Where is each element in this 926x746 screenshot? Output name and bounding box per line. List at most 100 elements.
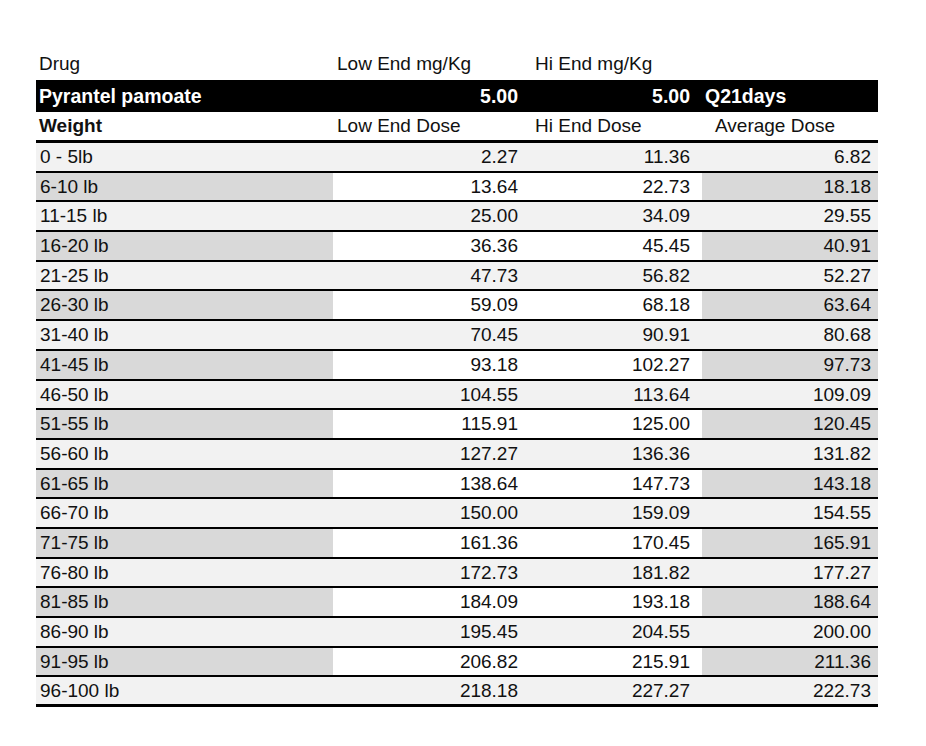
hi-end-dose-cell: 147.73: [527, 470, 702, 498]
average-dose-cell: 80.68: [702, 321, 878, 349]
table-row: 31-40 lb 70.45 90.91 80.68: [36, 321, 878, 351]
weight-cell: 46-50 lb: [36, 381, 333, 409]
average-dose-cell: 222.73: [702, 677, 878, 704]
weight-cell: 96-100 lb: [36, 677, 333, 704]
hi-end-mgkg-value: 5.00: [527, 80, 702, 112]
low-end-dose-cell: 138.64: [333, 470, 527, 498]
hi-end-dose-cell: 227.27: [527, 677, 702, 704]
hi-end-dose-header: Hi End Dose: [527, 112, 702, 140]
weight-cell: 16-20 lb: [36, 232, 333, 260]
low-end-dose-cell: 115.91: [333, 410, 527, 438]
average-dose-cell: 52.27: [702, 262, 878, 290]
weight-cell: 61-65 lb: [36, 470, 333, 498]
average-dose-header: Average Dose: [702, 112, 878, 140]
low-end-dose-cell: 36.36: [333, 232, 527, 260]
low-end-dose-header: Low End Dose: [333, 112, 527, 140]
average-dose-cell: 200.00: [702, 618, 878, 646]
drug-column-header: Drug: [36, 48, 333, 80]
dosing-frequency: Q21days: [702, 80, 878, 112]
hi-end-dose-cell: 45.45: [527, 232, 702, 260]
low-end-dose-cell: 195.45: [333, 618, 527, 646]
low-end-dose-cell: 2.27: [333, 143, 527, 171]
dose-table-body: 0 - 5lb 2.27 11.36 6.82 6-10 lb 13.64 22…: [36, 143, 878, 707]
hi-end-dose-cell: 136.36: [527, 440, 702, 468]
weight-cell: 71-75 lb: [36, 529, 333, 557]
table-row: 61-65 lb 138.64 147.73 143.18: [36, 470, 878, 500]
low-end-dose-cell: 206.82: [333, 648, 527, 676]
weight-cell: 81-85 lb: [36, 588, 333, 616]
hi-end-dose-cell: 90.91: [527, 321, 702, 349]
hi-end-dose-cell: 11.36: [527, 143, 702, 171]
weight-cell: 21-25 lb: [36, 262, 333, 290]
hi-end-dose-cell: 125.00: [527, 410, 702, 438]
low-end-dose-cell: 59.09: [333, 291, 527, 319]
weight-cell: 0 - 5lb: [36, 143, 333, 171]
low-end-dose-cell: 25.00: [333, 202, 527, 230]
drug-band-row: Pyrantel pamoate 5.00 5.00 Q21days: [36, 80, 878, 112]
weight-cell: 26-30 lb: [36, 291, 333, 319]
low-end-dose-cell: 70.45: [333, 321, 527, 349]
average-dose-cell: 6.82: [702, 143, 878, 171]
low-end-mgkg-header: Low End mg/Kg: [333, 48, 527, 80]
average-dose-cell: 131.82: [702, 440, 878, 468]
hi-end-dose-cell: 181.82: [527, 559, 702, 587]
table-row: 21-25 lb 47.73 56.82 52.27: [36, 262, 878, 292]
low-end-dose-cell: 172.73: [333, 559, 527, 587]
table-row: 51-55 lb 115.91 125.00 120.45: [36, 410, 878, 440]
hi-end-dose-cell: 204.55: [527, 618, 702, 646]
low-end-dose-cell: 104.55: [333, 381, 527, 409]
hi-end-dose-cell: 193.18: [527, 588, 702, 616]
weight-cell: 31-40 lb: [36, 321, 333, 349]
hi-end-dose-cell: 170.45: [527, 529, 702, 557]
low-end-dose-cell: 13.64: [333, 173, 527, 201]
table-row: 91-95 lb 206.82 215.91 211.36: [36, 648, 878, 678]
average-dose-cell: 40.91: [702, 232, 878, 260]
hi-end-dose-cell: 159.09: [527, 499, 702, 527]
low-end-dose-cell: 184.09: [333, 588, 527, 616]
drug-name: Pyrantel pamoate: [36, 80, 333, 112]
average-dose-cell: 143.18: [702, 470, 878, 498]
weight-cell: 11-15 lb: [36, 202, 333, 230]
table-row: 0 - 5lb 2.27 11.36 6.82: [36, 143, 878, 173]
low-end-mgkg-value: 5.00: [333, 80, 527, 112]
hi-end-dose-cell: 34.09: [527, 202, 702, 230]
low-end-dose-cell: 93.18: [333, 351, 527, 379]
average-dose-cell: 211.36: [702, 648, 878, 676]
average-dose-cell: 165.91: [702, 529, 878, 557]
average-dose-cell: 97.73: [702, 351, 878, 379]
hi-end-dose-cell: 22.73: [527, 173, 702, 201]
drug-header-row: Drug Low End mg/Kg Hi End mg/Kg: [36, 48, 878, 80]
table-row: 71-75 lb 161.36 170.45 165.91: [36, 529, 878, 559]
average-dose-cell: 120.45: [702, 410, 878, 438]
weight-cell: 6-10 lb: [36, 173, 333, 201]
weight-cell: 41-45 lb: [36, 351, 333, 379]
weight-cell: 56-60 lb: [36, 440, 333, 468]
table-row: 16-20 lb 36.36 45.45 40.91: [36, 232, 878, 262]
low-end-dose-cell: 161.36: [333, 529, 527, 557]
hi-end-mgkg-header: Hi End mg/Kg: [527, 48, 702, 80]
weight-cell: 76-80 lb: [36, 559, 333, 587]
low-end-dose-cell: 47.73: [333, 262, 527, 290]
table-row: 86-90 lb 195.45 204.55 200.00: [36, 618, 878, 648]
weight-column-header: Weight: [36, 112, 333, 140]
table-row: 81-85 lb 184.09 193.18 188.64: [36, 588, 878, 618]
table-row: 96-100 lb 218.18 227.27 222.73: [36, 677, 878, 707]
table-row: 56-60 lb 127.27 136.36 131.82: [36, 440, 878, 470]
hi-end-dose-cell: 102.27: [527, 351, 702, 379]
average-dose-cell: 177.27: [702, 559, 878, 587]
drug-header-spacer: [702, 48, 878, 80]
hi-end-dose-cell: 113.64: [527, 381, 702, 409]
average-dose-cell: 63.64: [702, 291, 878, 319]
hi-end-dose-cell: 56.82: [527, 262, 702, 290]
average-dose-cell: 18.18: [702, 173, 878, 201]
weight-cell: 86-90 lb: [36, 618, 333, 646]
average-dose-cell: 188.64: [702, 588, 878, 616]
weight-cell: 66-70 lb: [36, 499, 333, 527]
table-row: 76-80 lb 172.73 181.82 177.27: [36, 559, 878, 589]
low-end-dose-cell: 127.27: [333, 440, 527, 468]
dosing-table: Drug Low End mg/Kg Hi End mg/Kg Pyrantel…: [36, 48, 878, 707]
table-row: 26-30 lb 59.09 68.18 63.64: [36, 291, 878, 321]
average-dose-cell: 29.55: [702, 202, 878, 230]
table-row: 41-45 lb 93.18 102.27 97.73: [36, 351, 878, 381]
table-row: 46-50 lb 104.55 113.64 109.09: [36, 381, 878, 411]
